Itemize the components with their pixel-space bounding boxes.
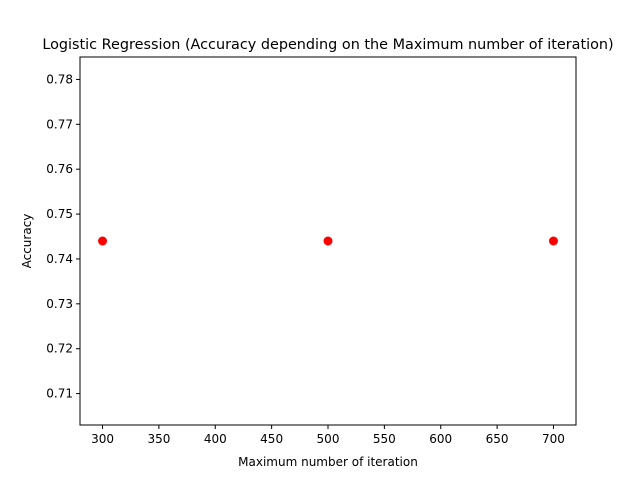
y-tick-label: 0.78	[46, 72, 73, 86]
data-points	[98, 236, 558, 246]
chart-title: Logistic Regression (Accuracy depending …	[42, 37, 613, 53]
x-axis-ticks: 300 350 400 450 500 550 600 650 700	[91, 425, 565, 446]
y-tick-label: 0.77	[46, 117, 73, 131]
plot-frame	[79, 56, 577, 426]
y-tick-label: 0.74	[46, 252, 73, 266]
y-tick-label: 0.73	[46, 297, 73, 311]
x-tick-label: 550	[373, 432, 396, 446]
scatter-point	[548, 236, 558, 246]
scatter-point	[98, 236, 108, 246]
x-tick-label: 450	[260, 432, 283, 446]
x-tick-label: 500	[317, 432, 340, 446]
y-axis-ticks: 0.71 0.72 0.73 0.74 0.75 0.76 0.77 0.78	[46, 72, 80, 401]
y-tick-label: 0.75	[46, 207, 73, 221]
x-tick-label: 600	[429, 432, 452, 446]
x-tick-label: 700	[542, 432, 565, 446]
x-tick-label: 650	[486, 432, 509, 446]
x-tick-label: 300	[91, 432, 114, 446]
scatter-point	[323, 236, 333, 246]
x-tick-label: 400	[204, 432, 227, 446]
y-tick-label: 0.72	[46, 342, 73, 356]
y-tick-label: 0.76	[46, 162, 73, 176]
y-tick-label: 0.71	[46, 387, 73, 401]
y-axis-label: Accuracy	[20, 214, 34, 269]
x-axis-label: Maximum number of iteration	[238, 455, 418, 469]
x-tick-label: 350	[147, 432, 170, 446]
